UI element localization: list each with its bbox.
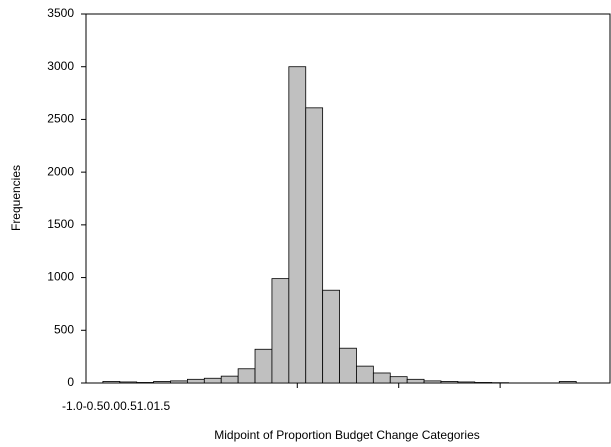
x-tick-label: 1.0 [137, 399, 154, 413]
bar [288, 66, 307, 384]
bar [474, 382, 493, 384]
bar [305, 107, 324, 384]
bar [102, 381, 121, 384]
bar [254, 348, 273, 384]
bar [119, 381, 138, 384]
y-tick-label: 3000 [47, 59, 74, 73]
bar [237, 368, 256, 384]
y-tick-label: 3500 [47, 6, 74, 20]
y-tick-label: 2000 [47, 164, 74, 178]
plot-frame [85, 13, 611, 384]
bar [457, 381, 476, 384]
y-tick-label: 2500 [47, 112, 74, 126]
bar [170, 380, 188, 384]
y-tick-label: 500 [54, 322, 74, 336]
x-tick-labels: -1.0-0.50.00.51.01.5 [62, 399, 170, 413]
bar [406, 378, 425, 384]
bar [220, 375, 239, 384]
bar [440, 381, 459, 384]
bar [423, 380, 442, 384]
x-axis-title: Midpoint of Proportion Budget Change Cat… [214, 428, 480, 442]
y-tick-label: 1000 [47, 270, 74, 284]
y-tick-label: 1500 [47, 217, 74, 231]
bar [339, 347, 357, 384]
bar [372, 372, 391, 384]
bar [356, 365, 374, 384]
bar [136, 382, 155, 384]
x-tick-label: -0.5 [83, 399, 104, 413]
bar [558, 381, 577, 384]
bar [322, 289, 340, 384]
x-tick-label: -1.0 [62, 399, 83, 413]
bar [271, 278, 290, 384]
bar [187, 378, 205, 384]
bar [389, 376, 408, 384]
x-tick-label: 0.5 [120, 399, 137, 413]
y-tick-label: 0 [67, 375, 74, 389]
bar [203, 377, 222, 384]
x-tick-label: 1.5 [153, 399, 170, 413]
bar [153, 381, 171, 384]
y-axis-title: Frequencies [9, 165, 23, 231]
x-tick-label: 0.0 [103, 399, 120, 413]
